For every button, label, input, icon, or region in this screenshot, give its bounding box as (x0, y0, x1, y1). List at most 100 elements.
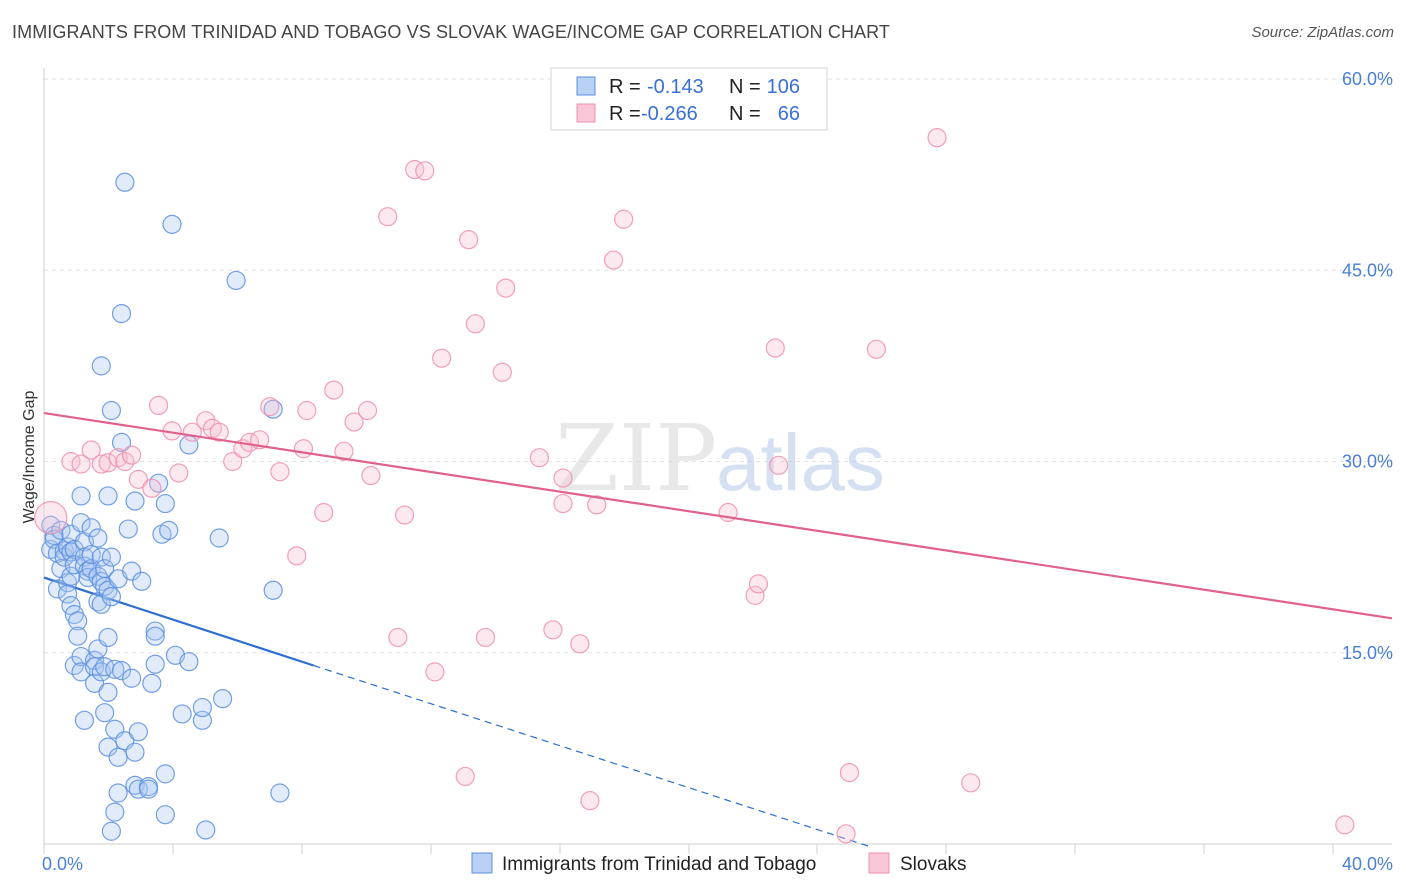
bottom-legend-label-blue[interactable]: Immigrants from Trinidad and Tobago (502, 854, 816, 875)
blue-point-96 (179, 652, 199, 672)
pink-point-60 (836, 824, 856, 844)
blue-point-8 (54, 541, 74, 561)
blue-point-102 (213, 689, 233, 709)
blue-point-67 (111, 660, 132, 681)
y-tick-label-0: 15.0% (1342, 643, 1393, 663)
blue-point-89 (155, 805, 175, 825)
blue-point-75 (125, 491, 145, 511)
blue-point-64 (108, 783, 128, 803)
legend-box: R = -0.143 N = 106 R = -0.266 N = 66 (550, 67, 828, 131)
blue-point-30 (74, 710, 95, 730)
pink-point-13 (169, 463, 189, 483)
blue-point-74 (122, 561, 142, 581)
blue-point-56 (98, 486, 118, 506)
pink-point-36 (405, 159, 425, 180)
pink-point-45 (496, 278, 516, 298)
blue-point-5 (47, 579, 68, 599)
pink-point-63 (927, 128, 947, 148)
pink-point-30 (344, 412, 364, 432)
axes (43, 68, 1392, 854)
blue-point-43 (91, 547, 111, 567)
pink-point-23 (270, 462, 290, 482)
blue-point-25 (71, 486, 91, 506)
blue-point-39 (88, 566, 108, 586)
blue-point-106 (270, 783, 290, 803)
blue-point-92 (159, 520, 179, 540)
legend-box-frame (550, 67, 828, 131)
blue-point-31 (78, 561, 98, 581)
pink-point-54 (614, 209, 634, 229)
blue-point-73 (122, 668, 142, 688)
pink-point-11 (148, 395, 169, 415)
pink-point-57 (748, 574, 769, 594)
pink-point-2 (71, 454, 91, 474)
y-tick-labels: 15.0% 30.0% 45.0% 60.0% (1342, 69, 1393, 663)
pink-point-48 (553, 468, 573, 488)
blue-point-84 (145, 621, 165, 641)
pink-point-44 (492, 362, 512, 382)
pink-point-10 (142, 478, 162, 498)
blue-point-70 (115, 172, 135, 192)
blue-point-60 (101, 821, 122, 841)
watermark: ZIP atlas (555, 405, 885, 512)
blue-point-22 (68, 626, 88, 646)
blue-point-93 (162, 214, 182, 234)
bottom-legend-swatch-pink[interactable] (868, 852, 890, 874)
legend-r-label-1: R = (609, 76, 641, 98)
blue-point-83 (142, 673, 162, 693)
pink-point-58 (765, 338, 785, 358)
pink-point-51 (580, 791, 600, 811)
pink-point-43 (475, 627, 496, 648)
pink-point-64 (961, 773, 981, 793)
pink-point-37 (415, 161, 435, 181)
legend-swatch-pink (576, 103, 596, 123)
blue-point-65 (108, 747, 128, 767)
legend-n-label-2: N = (729, 103, 761, 125)
blue-point-53 (98, 627, 118, 648)
bottom-legend-swatch-blue[interactable] (471, 852, 493, 874)
pink-point-34 (388, 627, 408, 648)
pink-point-24 (287, 546, 307, 566)
pink-point-8 (122, 445, 142, 465)
watermark-zip: ZIP (555, 405, 717, 512)
pink-point-38 (425, 662, 445, 682)
trend-line-blue-dashed (313, 664, 870, 848)
chart-title: IMMIGRANTS FROM TRINIDAD AND TOBAGO VS S… (12, 22, 891, 42)
blue-point-101 (209, 528, 229, 548)
pink-point-25 (293, 439, 314, 459)
legend-n-value-1: 106 (767, 76, 800, 98)
blue-point-35 (81, 518, 101, 538)
blue-point-68 (111, 432, 132, 452)
blue-point-104 (263, 399, 283, 419)
pink-point-5 (98, 453, 118, 473)
blue-point-59 (101, 400, 122, 421)
legend-n-label-1: N = (729, 76, 761, 98)
pink-point-31 (357, 400, 378, 421)
pink-point-53 (603, 250, 624, 270)
pink-point-29 (334, 441, 354, 461)
source-label: Source: ZipAtlas.com (1251, 24, 1394, 41)
pink-point-42 (465, 314, 485, 334)
pink-point-18 (223, 451, 243, 472)
grid-lines (44, 78, 1392, 654)
pink-point-52 (587, 495, 607, 515)
blue-point-91 (155, 764, 175, 784)
blue-point-105 (263, 580, 283, 600)
pink-point-40 (455, 766, 475, 787)
trend-line-pink-solid (43, 411, 1393, 620)
blue-point-21 (68, 611, 88, 631)
pink-point-26 (297, 400, 317, 421)
blue-point-85 (145, 626, 165, 646)
x-tick-label-0: 0.0% (42, 854, 83, 874)
bottom-legend-label-pink[interactable]: Slovaks (900, 854, 967, 875)
pink-point-65 (1335, 815, 1355, 835)
legend-n-value-2: 66 (778, 103, 800, 125)
y-tick-label-3: 60.0% (1342, 69, 1393, 89)
blue-point-78 (128, 722, 148, 742)
blue-point-47 (91, 356, 111, 376)
y-axis-title: Wage/Income Gap (21, 391, 38, 524)
pink-point-46 (529, 448, 549, 468)
pink-point-28 (324, 380, 344, 400)
pink-point-22 (260, 397, 280, 417)
